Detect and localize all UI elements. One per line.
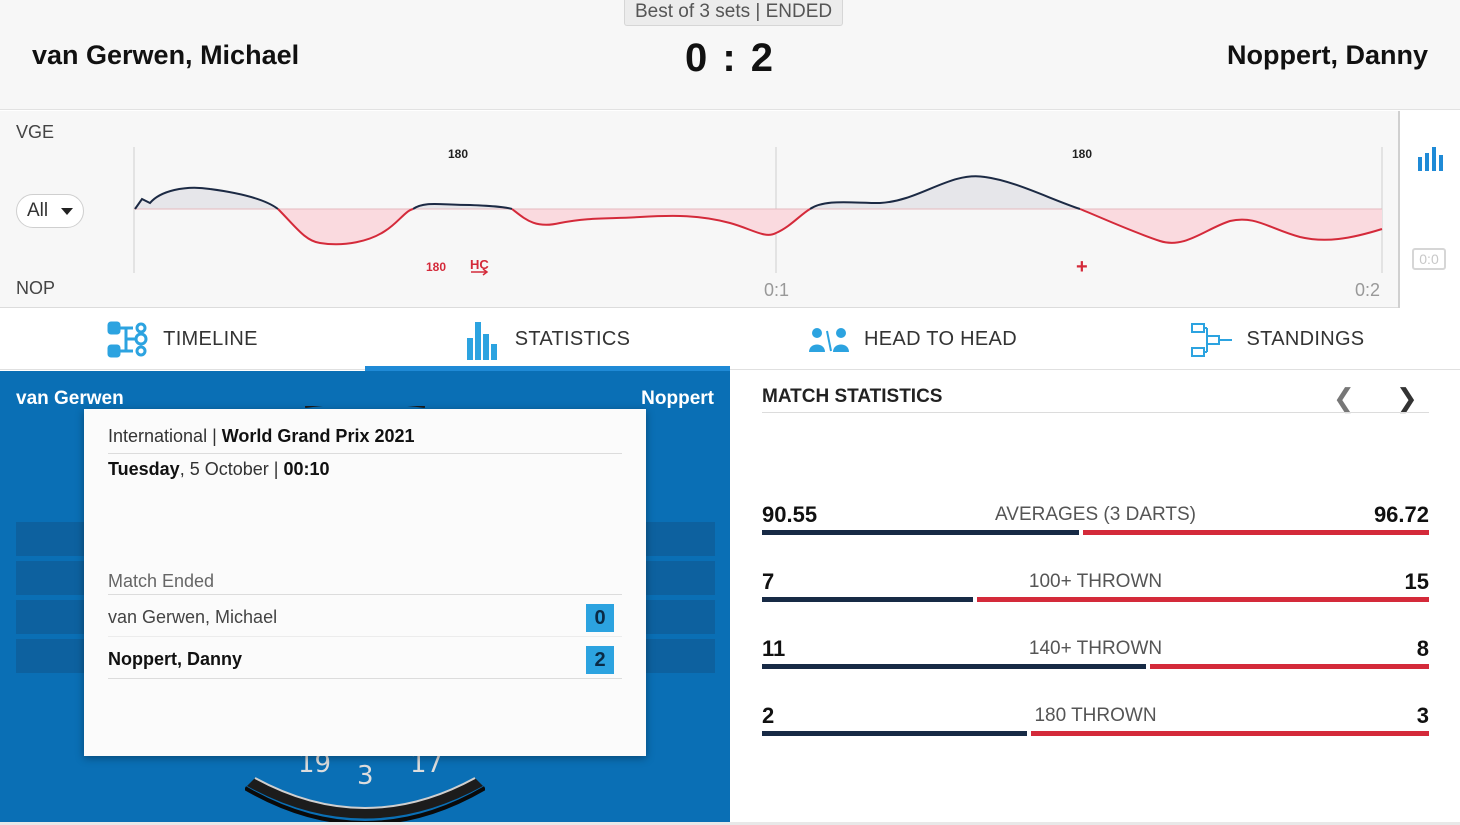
stat-away-bar: [1150, 664, 1429, 669]
tab-label: STATISTICS: [514, 328, 631, 350]
momentum-graph: 180 180 180 HC + 0:1 0:2: [133, 147, 1383, 300]
card-player-row[interactable]: van Gerwen, Michael 0: [108, 597, 622, 637]
home-abbr-label: VGE: [16, 122, 55, 142]
stat-home-bar: [762, 664, 1146, 669]
stat-away-bar: [1083, 530, 1429, 535]
match-time: 00:10: [283, 459, 330, 479]
tab-standings[interactable]: STANDINGS: [1095, 309, 1460, 370]
stat-name: AVERAGES (3 DARTS): [995, 504, 1196, 525]
stat-away-value: 15: [1404, 569, 1429, 594]
tournament-line: International | World Grand Prix 2021: [108, 426, 622, 454]
chart-side-panel: [1398, 111, 1460, 308]
head-to-head-icon: [809, 327, 850, 352]
plus-marker[interactable]: +: [1076, 256, 1088, 278]
card-player-sets: 0: [586, 604, 614, 632]
stat-away-bar: [1031, 731, 1429, 736]
set-1-result-label: 0:1: [764, 280, 789, 300]
timeline-icon: [107, 321, 148, 357]
stat-home-value: 2: [762, 703, 775, 728]
stat-row: 7 100+ THROWN 15: [762, 569, 1429, 609]
bar-chart-icon[interactable]: [1418, 147, 1444, 171]
match-format-badge: Best of 3 sets | ENDED: [624, 0, 844, 26]
stat-name: 180 THROWN: [1034, 705, 1157, 726]
stat-name: 140+ THROWN: [1028, 638, 1163, 659]
bar-chart-icon: [466, 321, 497, 360]
chevron-left-icon[interactable]: ❮: [1333, 383, 1355, 413]
momentum-chart: VGE NOP All 180 180 180 HC: [0, 111, 1460, 308]
stat-home-value: 11: [762, 636, 786, 661]
match-score: 0 : 2: [684, 36, 776, 80]
stat-away-bar: [977, 597, 1429, 602]
set-2-result-label: 0:2: [1355, 280, 1380, 300]
card-player-row[interactable]: Noppert, Danny 2: [108, 639, 622, 679]
home-momentum-line: [134, 175, 1081, 210]
away-momentum-area: [278, 209, 1382, 245]
tab-bar: TIMELINE STATISTICS HEAD TO HEAD: [0, 309, 1460, 371]
home-player-name[interactable]: van Gerwen, Michael: [32, 40, 300, 70]
filter-value: All: [27, 200, 49, 221]
tab-statistics[interactable]: STATISTICS: [365, 309, 730, 371]
home-180-marker[interactable]: 180: [448, 147, 468, 161]
chevron-right-icon[interactable]: ❯: [1396, 383, 1418, 413]
card-player-sets: 2: [586, 646, 614, 674]
stat-home-value: 90.55: [762, 502, 818, 527]
tab-label: HEAD TO HEAD: [864, 328, 1017, 350]
tab-head-to-head[interactable]: HEAD TO HEAD: [730, 309, 1095, 370]
away-player-name[interactable]: Noppert, Danny: [1226, 40, 1428, 70]
match-status: Match Ended: [108, 571, 622, 595]
bracket-icon: [1190, 322, 1232, 357]
board-number: 3: [357, 761, 374, 791]
tournament-name[interactable]: World Grand Prix 2021: [221, 426, 415, 446]
match-date: , 5 October |: [179, 459, 284, 479]
checkout-arrow-icon: [471, 268, 489, 276]
match-datetime: Tuesday, 5 October | 00:10: [108, 459, 329, 480]
away-180-marker[interactable]: 180: [426, 260, 446, 274]
tab-label: STANDINGS: [1246, 328, 1365, 350]
stat-home-bar: [762, 530, 1079, 535]
card-player-name: Noppert, Danny: [108, 649, 243, 669]
stat-away-value: 3: [1416, 703, 1429, 728]
away-momentum-line: [277, 208, 1383, 246]
card-player-name: van Gerwen, Michael: [108, 607, 278, 627]
match-info-card: International | World Grand Prix 2021 Tu…: [84, 409, 646, 756]
stat-row: 11 140+ THROWN 8: [762, 636, 1429, 676]
away-abbr-label: NOP: [16, 278, 56, 298]
stat-row: 2 180 THROWN 3: [762, 703, 1429, 743]
stat-home-bar: [762, 597, 973, 602]
stat-away-value: 8: [1416, 636, 1429, 661]
tab-timeline[interactable]: TIMELINE: [0, 309, 365, 370]
home-momentum-area: [135, 176, 1080, 209]
momentum-filter-select[interactable]: All: [16, 194, 84, 228]
stat-away-value: 96.72: [1373, 502, 1429, 527]
tournament-category: International: [108, 426, 208, 446]
match-statistics-panel: MATCH STATISTICS ❮ ❯ 90.55 AVERAGES (3 DA…: [731, 371, 1460, 825]
home-180-marker[interactable]: 180: [1072, 147, 1092, 161]
chevron-down-icon: [61, 208, 73, 215]
home-short-name: van Gerwen: [16, 388, 124, 409]
away-high-checkout-marker[interactable]: HC: [470, 257, 489, 272]
stat-home-value: 7: [762, 569, 775, 594]
tab-label: TIMELINE: [163, 328, 258, 350]
match-statistics-title: MATCH STATISTICS: [762, 386, 943, 407]
stat-name: 100+ THROWN: [1028, 571, 1163, 592]
separator: |: [207, 426, 222, 446]
divider: [762, 412, 1429, 413]
stat-home-bar: [762, 731, 1027, 736]
side-score-box[interactable]: 0:0: [1412, 248, 1446, 270]
match-day: Tuesday: [108, 459, 180, 479]
stat-row: 90.55 AVERAGES (3 DARTS) 96.72: [762, 502, 1429, 542]
away-short-name: Noppert: [641, 388, 714, 409]
divider: [0, 822, 1460, 825]
match-header: Best of 3 sets | ENDED van Gerwen, Micha…: [0, 0, 1460, 110]
